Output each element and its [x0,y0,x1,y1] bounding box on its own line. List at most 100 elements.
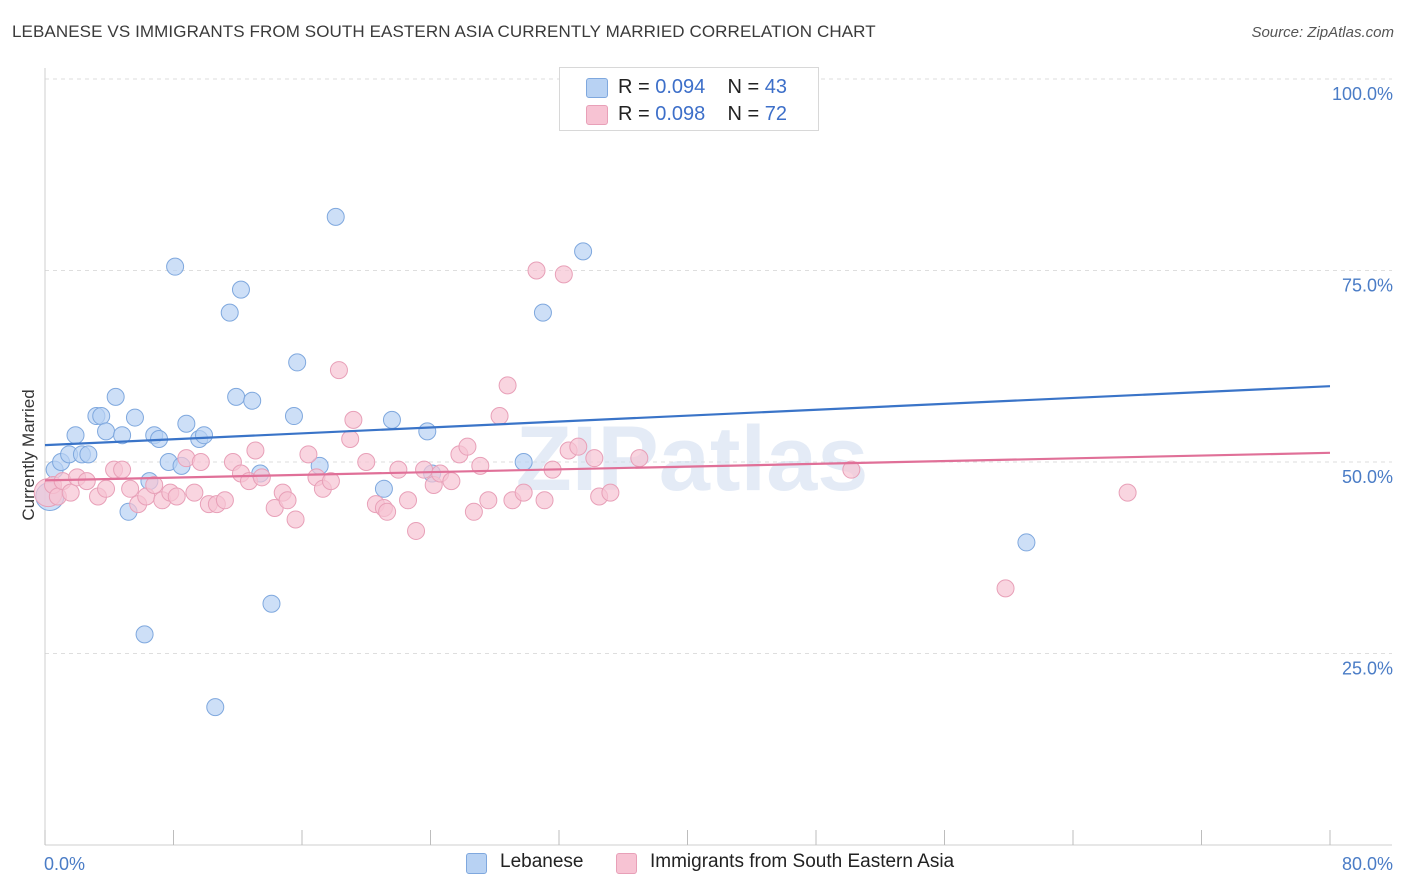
data-point [191,453,210,471]
data-point [125,408,144,427]
data-point [177,414,196,433]
data-point [299,445,318,464]
n-value: 43 [764,76,788,98]
data-point [357,453,376,471]
data-point [97,479,116,498]
n-label: N = [727,103,765,125]
data-point [278,491,297,510]
y-tick-label: 75.0% [1342,276,1393,296]
data-point [326,207,345,226]
r-label: R = [618,76,656,98]
x-tick-label: 80.0% [1342,854,1393,874]
legend-text-lebanese: R = 0.094 N = 43 [618,76,787,99]
data-point [121,479,140,498]
data-point [284,407,303,426]
data-point [113,426,132,445]
data-point [231,280,250,299]
data-point [382,410,401,429]
data-point [252,468,271,487]
data-point [79,445,98,464]
data-point [389,460,408,479]
data-point [166,257,185,276]
axes [44,68,1392,846]
legend-text-immigrants: R = 0.098 N = 72 [618,103,787,126]
data-point [415,460,434,479]
y-tick-label: 100.0% [1332,84,1393,104]
watermark: ZIPatlas [516,408,869,510]
data-point [1017,533,1036,552]
data-point [329,361,348,380]
data-point [374,479,393,498]
data-point [344,410,363,429]
data-point [378,502,397,521]
data-point [498,376,517,395]
data-point [458,437,477,456]
y-tick-label: 50.0% [1342,467,1393,487]
data-point [842,460,861,479]
data-point [601,483,620,502]
data-point [286,510,305,529]
chart-title: LEBANESE VS IMMIGRANTS FROM SOUTH EASTER… [12,22,876,41]
data-point [97,422,116,441]
legend-swatch-lebanese [586,78,608,98]
data-point [113,460,132,479]
bottom-legend-swatch-lebanese [466,853,487,874]
data-point [215,491,234,510]
data-point [533,303,552,322]
data-point [442,472,461,491]
data-point [66,426,85,445]
r-value: 0.094 [655,76,706,98]
source-label: Source: ZipAtlas.com [1251,24,1394,41]
data-point [106,387,125,406]
data-point [246,441,265,460]
data-point [227,387,246,406]
data-point [167,487,186,506]
bottom-legend-swatch-immigrants [616,853,637,874]
data-point [479,491,498,510]
r-value: 0.098 [655,103,706,125]
data-point [92,407,111,426]
data-point [341,430,360,449]
y-tick-label: 25.0% [1342,659,1393,679]
legend-swatch-immigrants [586,105,608,125]
data-point [77,472,96,491]
trend-lines [44,385,1331,482]
bottom-legend-label-lebanese: Lebanese [500,851,584,872]
data-point [514,453,533,471]
data-point [195,426,214,445]
data-point [527,261,546,280]
data-point [145,475,164,494]
data-point [418,422,437,441]
data-point [1118,483,1137,502]
data-point [61,483,80,502]
bottom-legend-label-immigrants: Immigrants from South Eastern Asia [650,851,955,872]
data-point [574,242,593,261]
data-point [220,303,239,322]
tick-labels: 25.0% 50.0% 75.0% 100.0% 0.0% 80.0% [44,84,1393,874]
data-point [569,437,588,456]
data-point [464,502,483,521]
data-point [514,483,533,502]
n-label: N = [727,76,765,98]
data-point [630,449,649,468]
data-point [243,391,262,410]
x-tick-label: 0.0% [44,854,85,874]
data-point [554,265,573,284]
trend-line [44,451,1331,482]
data-point [321,472,340,491]
data-point [996,579,1015,598]
data-point [206,698,225,717]
data-point [185,483,204,502]
data-point [535,491,554,510]
r-label: R = [618,103,656,125]
data-point [407,521,426,540]
data-point [135,625,154,644]
correlation-legend: R = 0.094 N = 43 R = 0.098 N = 72 [559,67,819,131]
data-points [33,207,1137,717]
data-point [399,491,418,510]
n-value: 72 [764,103,788,125]
data-point [490,407,509,426]
data-point [262,594,281,613]
y-axis-label: Currently Married [19,389,38,520]
